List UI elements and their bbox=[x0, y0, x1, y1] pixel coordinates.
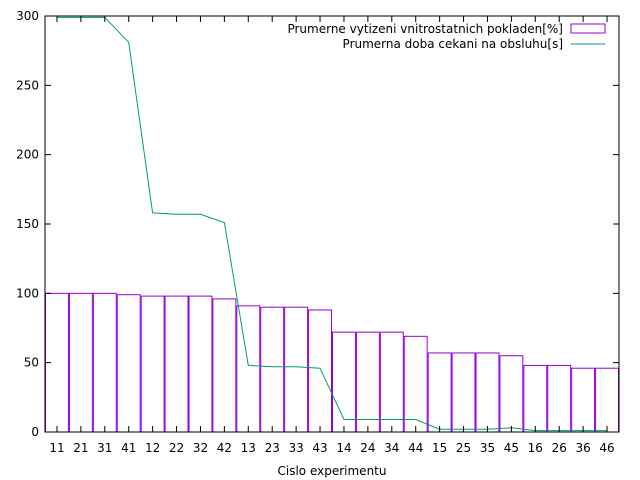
bar-34 bbox=[379, 331, 404, 433]
series-line-wait-time bbox=[57, 16, 607, 432]
y-tick-label: 0 bbox=[31, 425, 39, 439]
x-tick-label-45: 45 bbox=[504, 441, 519, 455]
y-tick-label: 250 bbox=[16, 78, 39, 92]
bar-31 bbox=[92, 292, 117, 433]
bars-layer bbox=[45, 292, 619, 433]
x-tick-label-41: 41 bbox=[121, 441, 136, 455]
x-tick-label-32: 32 bbox=[193, 441, 208, 455]
bar-45 bbox=[499, 355, 524, 433]
x-axis-title: Cislo experimentu bbox=[278, 464, 387, 478]
x-tick-label-26: 26 bbox=[552, 441, 567, 455]
x-tick-label-43: 43 bbox=[312, 441, 327, 455]
bar-14 bbox=[332, 331, 356, 433]
bar-21 bbox=[68, 292, 93, 433]
bar-24 bbox=[355, 331, 380, 433]
bar-12 bbox=[140, 295, 165, 433]
bar-22 bbox=[164, 295, 189, 433]
x-tick-label-36: 36 bbox=[575, 441, 590, 455]
y-tick-label: 200 bbox=[16, 148, 39, 162]
x-tick-label-33: 33 bbox=[288, 441, 303, 455]
x-tick-label-15: 15 bbox=[432, 441, 447, 455]
bar-41 bbox=[116, 294, 141, 433]
bar-33 bbox=[284, 306, 309, 433]
x-tick-label-34: 34 bbox=[384, 441, 399, 455]
x-tick-label-42: 42 bbox=[217, 441, 232, 455]
bar-36 bbox=[571, 367, 596, 433]
x-tick-label-22: 22 bbox=[169, 441, 184, 455]
bar-15 bbox=[427, 352, 452, 433]
x-tick-label-44: 44 bbox=[408, 441, 423, 455]
bar-32 bbox=[188, 295, 213, 433]
bar-46 bbox=[595, 367, 619, 433]
x-tick-label-23: 23 bbox=[265, 441, 280, 455]
x-tick-label-21: 21 bbox=[73, 441, 88, 455]
y-tick-label: 100 bbox=[16, 286, 39, 300]
bar-43 bbox=[308, 309, 333, 433]
x-tick-label-14: 14 bbox=[336, 441, 351, 455]
axes-layer: 0 50 100 150 200 250 300 11 21 31 41 12 22 32 42 13 23 33… bbox=[16, 9, 620, 455]
bar-16 bbox=[523, 364, 548, 433]
bar-13 bbox=[236, 305, 261, 433]
legend-label-wait-time: Prumerna doba cekani na obsluhu[s] bbox=[343, 37, 563, 51]
x-tick-label-13: 13 bbox=[241, 441, 256, 455]
y-tick-label: 50 bbox=[24, 356, 39, 370]
x-tick-label-11: 11 bbox=[49, 441, 64, 455]
x-tick-label-12: 12 bbox=[145, 441, 160, 455]
x-tick-label-16: 16 bbox=[528, 441, 543, 455]
bar-25 bbox=[451, 352, 476, 433]
bar-44 bbox=[403, 335, 428, 433]
x-tick-label-46: 46 bbox=[599, 441, 614, 455]
legend: Prumerne vytizeni vnitrostatnich poklade… bbox=[287, 22, 606, 51]
x-tick-label-25: 25 bbox=[456, 441, 471, 455]
x-tick-label-35: 35 bbox=[480, 441, 495, 455]
y-tick-label: 300 bbox=[16, 9, 39, 23]
bar-42 bbox=[212, 298, 237, 433]
legend-label-utilization: Prumerne vytizeni vnitrostatnich poklade… bbox=[287, 22, 563, 36]
line-layer bbox=[57, 16, 607, 432]
x-tick-label-31: 31 bbox=[97, 441, 112, 455]
y-tick-label: 150 bbox=[16, 217, 39, 231]
bar-23 bbox=[260, 306, 285, 433]
bar-26 bbox=[547, 364, 572, 433]
x-tick-label-24: 24 bbox=[360, 441, 375, 455]
bar-35 bbox=[475, 352, 500, 433]
legend-swatch-utilization bbox=[570, 23, 606, 34]
